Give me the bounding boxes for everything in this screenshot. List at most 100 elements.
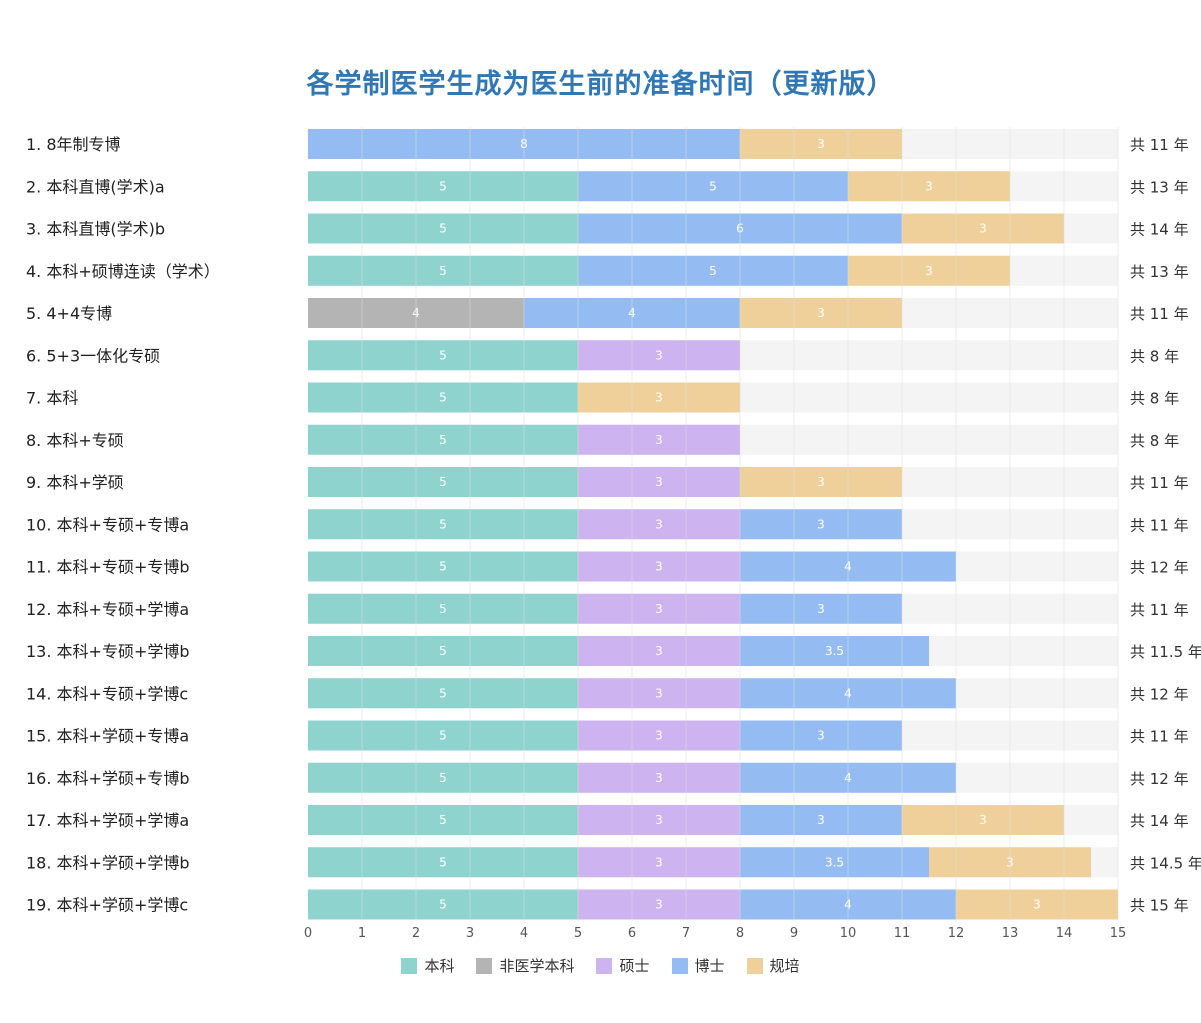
row-total-label: 共 11 年 bbox=[1130, 728, 1189, 746]
segment-value-label: 3 bbox=[655, 348, 663, 362]
segment-value-label: 5 bbox=[439, 729, 447, 743]
legend-label: 本科 bbox=[424, 957, 455, 975]
row-label: 8. 本科+专硕 bbox=[26, 431, 124, 450]
segment-value-label: 3 bbox=[655, 602, 663, 616]
bar-segment bbox=[740, 847, 929, 878]
bar-segment bbox=[578, 593, 740, 624]
legend-item: 本科 bbox=[401, 955, 454, 976]
x-tick-label: 0 bbox=[304, 926, 312, 941]
x-tick-label: 12 bbox=[948, 926, 965, 941]
row-label: 17. 本科+学硕+学博a bbox=[26, 811, 189, 830]
row-total-label: 共 11 年 bbox=[1130, 136, 1189, 154]
segment-value-label: 5 bbox=[439, 179, 447, 193]
row-total-label: 共 14 年 bbox=[1130, 812, 1189, 830]
row-total-label: 共 8 年 bbox=[1130, 390, 1179, 408]
legend-label: 规培 bbox=[769, 957, 800, 975]
segment-value-label: 3 bbox=[655, 729, 663, 743]
segment-value-label: 3 bbox=[817, 517, 825, 531]
segment-value-label: 3.5 bbox=[825, 855, 844, 869]
segment-value-label: 5 bbox=[439, 644, 447, 658]
row-total-label: 共 13 年 bbox=[1130, 178, 1189, 196]
chart-title: 各学制医学生成为医生前的准备时间（更新版） bbox=[306, 69, 895, 100]
segment-value-label: 3 bbox=[817, 306, 825, 320]
bar-segment bbox=[956, 889, 1118, 920]
legend-swatch bbox=[401, 957, 418, 974]
bar-segment bbox=[578, 382, 740, 413]
row-total-label: 共 14.5 年 bbox=[1130, 854, 1201, 872]
segment-value-label: 3 bbox=[979, 813, 987, 827]
row-label: 5. 4+4专博 bbox=[26, 304, 112, 323]
row-label: 16. 本科+学硕+专博b bbox=[26, 769, 190, 788]
bar-segment bbox=[578, 805, 740, 835]
x-tick-label: 5 bbox=[574, 926, 582, 941]
bar-segment bbox=[308, 424, 578, 455]
x-tick-label: 3 bbox=[466, 926, 474, 941]
bar-segment bbox=[740, 720, 902, 751]
row-total-label: 共 13 年 bbox=[1130, 263, 1189, 281]
x-tick-label: 14 bbox=[1056, 926, 1073, 941]
x-tick-label: 6 bbox=[628, 926, 636, 941]
bar-segment bbox=[740, 509, 902, 540]
row-total-label: 共 11 年 bbox=[1130, 305, 1189, 323]
segment-value-label: 5 bbox=[709, 179, 717, 193]
bar-segment bbox=[578, 847, 740, 878]
segment-value-label: 3 bbox=[817, 137, 825, 151]
row-label: 9. 本科+学硕 bbox=[26, 473, 124, 492]
bar-segment bbox=[578, 678, 740, 709]
row-total-label: 共 11 年 bbox=[1130, 474, 1189, 492]
segment-value-label: 5 bbox=[439, 813, 447, 827]
x-tick-label: 10 bbox=[840, 926, 857, 941]
x-tick-label: 8 bbox=[736, 926, 744, 941]
bar-segment bbox=[308, 382, 578, 413]
segment-value-label: 5 bbox=[439, 602, 447, 616]
bar-segment bbox=[578, 467, 740, 497]
segment-value-label: 3 bbox=[979, 222, 987, 236]
bar-segment bbox=[578, 340, 740, 371]
legend-label: 硕士 bbox=[619, 957, 650, 975]
row-label: 7. 本科 bbox=[26, 389, 78, 408]
legend-item: 博士 bbox=[671, 955, 725, 976]
segment-value-label: 5 bbox=[439, 348, 447, 362]
legend-item: 规培 bbox=[746, 955, 800, 976]
bar-segment bbox=[740, 467, 902, 497]
bar-segment bbox=[578, 636, 740, 666]
row-label: 3. 本科直博(学术)b bbox=[26, 220, 165, 239]
bar-segment bbox=[308, 847, 578, 878]
bar-segment bbox=[902, 805, 1064, 835]
bar-segment bbox=[308, 551, 578, 582]
bar-segment bbox=[578, 171, 848, 202]
bar-segment bbox=[308, 340, 578, 371]
row-label: 2. 本科直博(学术)a bbox=[26, 177, 165, 196]
row-label: 14. 本科+专硕+学博c bbox=[26, 684, 188, 703]
chart-legend: 本科 非医学本科 硕士 博士 规培 bbox=[0, 955, 1201, 976]
bar-segment bbox=[740, 593, 902, 624]
segment-value-label: 5 bbox=[439, 222, 447, 236]
legend-item: 非医学本科 bbox=[476, 955, 574, 976]
segment-value-label: 5 bbox=[439, 560, 447, 574]
row-label: 18. 本科+学硕+学博b bbox=[26, 853, 190, 872]
bar-segment bbox=[308, 889, 578, 920]
row-label: 12. 本科+专硕+学博a bbox=[26, 600, 189, 619]
bar-segment bbox=[578, 424, 740, 455]
segment-value-label: 3 bbox=[655, 813, 663, 827]
legend-swatch bbox=[671, 957, 688, 974]
row-label: 19. 本科+学硕+学博c bbox=[26, 896, 188, 915]
row-total-label: 共 15 年 bbox=[1130, 897, 1189, 915]
row-label: 1. 8年制专博 bbox=[26, 135, 121, 154]
x-tick-label: 1 bbox=[358, 926, 366, 941]
bar-segment bbox=[308, 593, 578, 624]
bar-segment bbox=[308, 762, 578, 793]
row-total-label: 共 11 年 bbox=[1130, 516, 1189, 534]
bar-segment bbox=[578, 551, 740, 582]
row-label: 10. 本科+专硕+专博a bbox=[26, 515, 189, 534]
x-tick-label: 13 bbox=[1002, 926, 1019, 941]
row-label: 11. 本科+专硕+专博b bbox=[26, 558, 190, 577]
bar-segment bbox=[848, 171, 1010, 202]
segment-value-label: 5 bbox=[709, 264, 717, 278]
bar-segment bbox=[740, 298, 902, 328]
segment-value-label: 3 bbox=[655, 391, 663, 405]
bar-segment bbox=[578, 889, 740, 920]
bar-segment bbox=[308, 255, 578, 286]
row-label: 6. 5+3一体化专硕 bbox=[26, 346, 160, 365]
